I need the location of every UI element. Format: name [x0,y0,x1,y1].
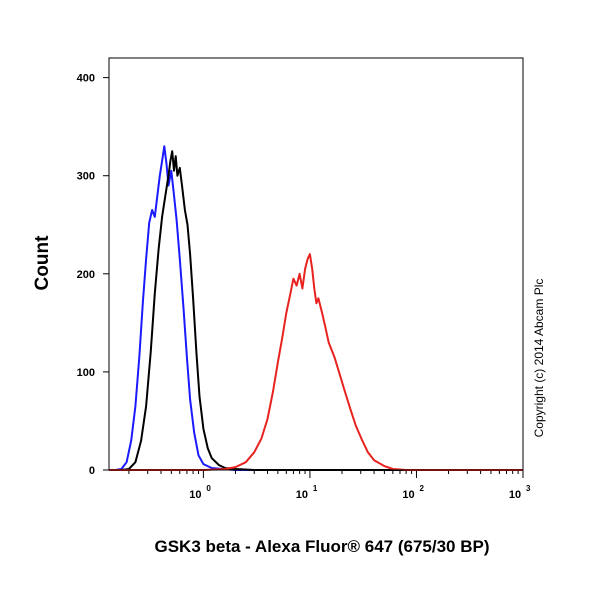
y-tick-label: 0 [89,465,95,477]
x-tick-exponent: 0 [206,484,211,493]
x-tick-label: 10 [296,489,308,501]
y-tick-label: 300 [77,171,95,183]
x-axis-title: GSK3 beta - Alexa Fluor® 647 (675/30 BP) [154,537,489,556]
x-tick-exponent: 1 [313,484,318,493]
x-axis-ticks: 10 0 10 1 10 2 10 3 [128,470,531,501]
x-tick-exponent: 3 [526,484,531,493]
y-tick-label: 400 [77,73,95,85]
x-tick-label: 10 [509,489,521,501]
y-axis-title: Count [32,235,53,291]
y-axis-ticks: 0 100 200 300 400 [77,73,109,477]
y-tick-label: 200 [77,269,95,281]
copyright-notice: Copyright (c) 2014 Abcam Plc [532,279,546,438]
x-tick-label: 10 [189,489,201,501]
histogram-series [109,145,523,471]
histogram-line-2 [109,150,523,471]
histogram-line-3 [109,253,523,471]
plot-frame [108,57,524,471]
x-tick-exponent: 2 [419,484,424,493]
x-tick-label: 10 [402,489,414,501]
histogram-line-1 [109,145,523,471]
y-tick-label: 100 [77,367,95,379]
